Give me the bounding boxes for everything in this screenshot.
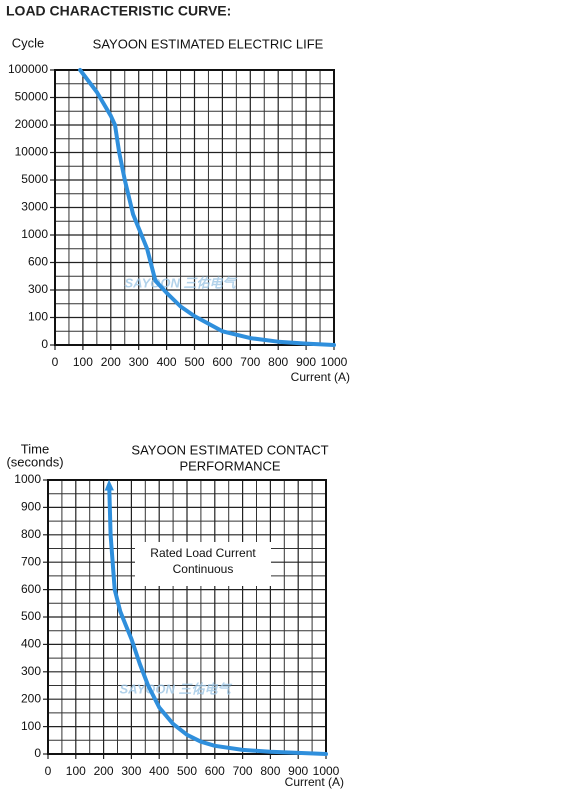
y-tick-label: 3000 — [21, 200, 48, 214]
plot-frame — [54, 69, 335, 346]
annotation-box — [135, 542, 271, 586]
y-tick-label: 300 — [21, 664, 41, 678]
y-axis-label: (seconds) — [6, 454, 63, 469]
x-tick-label: 800 — [268, 355, 288, 369]
chart-title: SAYOON ESTIMATED CONTACT — [131, 442, 328, 457]
y-tick-label: 900 — [21, 500, 41, 514]
x-tick-label: 300 — [129, 355, 149, 369]
arrow-head — [104, 479, 114, 491]
y-tick-label: 0 — [41, 337, 48, 351]
y-tick-label: 600 — [21, 582, 41, 596]
x-tick-label: 700 — [233, 764, 253, 778]
x-tick-label: 400 — [149, 764, 169, 778]
annotation: Rated Load Current — [150, 546, 256, 560]
y-tick-label: 1000 — [14, 472, 41, 486]
annotation: Continuous — [173, 562, 234, 576]
y-axis-label: Cycle — [12, 35, 45, 50]
x-tick-label: 500 — [184, 355, 204, 369]
chart-title: SAYOON ESTIMATED ELECTRIC LIFE — [93, 36, 324, 51]
x-tick-label: 1000 — [321, 355, 348, 369]
x-tick-label: 600 — [212, 355, 232, 369]
y-tick-label: 400 — [21, 637, 41, 651]
y-tick-label: 100 — [28, 310, 48, 324]
y-tick-label: 200 — [21, 691, 41, 705]
curve — [107, 483, 328, 756]
page-title: LOAD CHARACTERISTIC CURVE: — [6, 3, 231, 19]
x-tick-label: 700 — [240, 355, 260, 369]
y-tick-label: 100000 — [8, 62, 48, 76]
watermark: SAYOON 三佑电气 — [120, 681, 233, 696]
x-tick-label: 400 — [157, 355, 177, 369]
x-tick-label: 900 — [288, 764, 308, 778]
x-axis-label: Current (A) — [285, 775, 344, 789]
y-tick-label: 1000 — [21, 227, 48, 241]
y-tick-label: 0 — [34, 746, 41, 760]
x-tick-label: 300 — [121, 764, 141, 778]
y-axis-label: Time — [21, 441, 49, 456]
y-tick-label: 100 — [21, 719, 41, 733]
x-tick-label: 500 — [177, 764, 197, 778]
x-tick-label: 1000 — [313, 764, 340, 778]
y-tick-label: 50000 — [15, 90, 49, 104]
plot-frame — [47, 479, 327, 755]
x-tick-label: 800 — [260, 764, 280, 778]
x-tick-label: 200 — [101, 355, 121, 369]
y-tick-label: 700 — [21, 554, 41, 568]
curve — [78, 68, 336, 347]
y-tick-label: 5000 — [21, 172, 48, 186]
x-tick-label: 100 — [73, 355, 93, 369]
watermark: SAYOON 三佑电气 — [125, 275, 238, 290]
y-tick-label: 500 — [21, 609, 41, 623]
x-tick-label: 0 — [52, 355, 59, 369]
chart-title: PERFORMANCE — [179, 458, 280, 473]
x-tick-label: 200 — [94, 764, 114, 778]
x-tick-label: 0 — [45, 764, 52, 778]
x-tick-label: 600 — [205, 764, 225, 778]
x-axis-label: Current (A) — [291, 370, 350, 384]
x-tick-label: 100 — [66, 764, 86, 778]
y-tick-label: 20000 — [15, 117, 49, 131]
y-tick-label: 300 — [28, 282, 48, 296]
y-tick-label: 800 — [21, 527, 41, 541]
y-tick-label: 600 — [28, 255, 48, 269]
y-tick-label: 10000 — [15, 145, 49, 159]
x-tick-label: 900 — [296, 355, 316, 369]
